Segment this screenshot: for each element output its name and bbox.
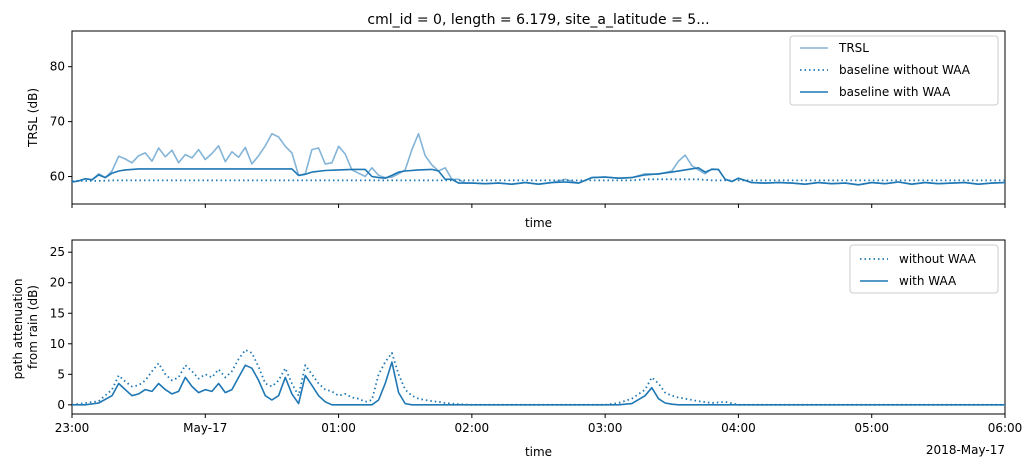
y-axis-label-line-1: path attenuation bbox=[11, 279, 25, 380]
legend-label-trsl: TRSL bbox=[838, 41, 869, 55]
top-legend-box bbox=[789, 35, 999, 106]
bottom-panel-series bbox=[72, 349, 1005, 406]
top-panel-ticks: 60 70 80 bbox=[50, 60, 1006, 208]
bottom-panel: time path attenuation from rain (dB) 201… bbox=[11, 239, 1023, 459]
legend-label-baseline-without-waa: baseline without WAA bbox=[839, 63, 971, 77]
bottom-panel-y-axis-label: path attenuation from rain (dB) bbox=[11, 275, 40, 380]
legend-label-without-waa: without WAA bbox=[899, 252, 977, 266]
bottom-y-tick-label: 15 bbox=[50, 306, 65, 320]
top-panel: cml_id = 0, length = 6.179, site_a_latit… bbox=[26, 12, 1006, 230]
bottom-y-tick-label: 10 bbox=[50, 337, 65, 351]
legend-label-with-waa: with WAA bbox=[899, 274, 957, 288]
bottom-x-tick-label: 01:00 bbox=[321, 421, 356, 435]
series-line-trsl bbox=[72, 132, 1005, 186]
bottom-panel-ticks: 0 5 10 15 20 25 23:00 May-17 01:00 02:00 03:00 04:0… bbox=[50, 245, 1023, 435]
y-axis-label-line-2: from rain (dB) bbox=[26, 285, 40, 369]
bottom-x-tick-label: 05:00 bbox=[854, 421, 889, 435]
bottom-y-tick-label: 25 bbox=[50, 245, 65, 259]
legend-label-baseline-with-waa: baseline with WAA bbox=[839, 85, 951, 99]
bottom-x-tick-label: May-17 bbox=[183, 421, 227, 435]
top-y-tick-label: 60 bbox=[50, 170, 65, 184]
bottom-x-tick-label: 23:00 bbox=[55, 421, 90, 435]
series-line-baseline-with-waa bbox=[72, 167, 1005, 186]
bottom-y-tick-label: 0 bbox=[57, 398, 65, 412]
top-panel-title: cml_id = 0, length = 6.179, site_a_latit… bbox=[367, 12, 709, 28]
top-panel-frame bbox=[71, 30, 1006, 205]
series-line-baseline-without-waa bbox=[72, 178, 1005, 182]
series-line-with-waa bbox=[72, 361, 1005, 406]
top-y-tick-label: 80 bbox=[50, 60, 65, 74]
top-panel-y-axis-label: TRSL (dB) bbox=[26, 88, 40, 148]
bottom-y-tick-label: 20 bbox=[50, 276, 65, 290]
top-y-tick-label: 70 bbox=[50, 115, 65, 129]
bottom-y-tick-label: 5 bbox=[57, 367, 65, 381]
bottom-x-tick-label: 02:00 bbox=[455, 421, 490, 435]
bottom-panel-x-axis-label: time bbox=[525, 445, 552, 459]
bottom-panel-legend: without WAA with WAA bbox=[849, 244, 999, 294]
bottom-x-tick-label: 06:00 bbox=[988, 421, 1023, 435]
top-panel-legend: TRSL baseline without WAA baseline with … bbox=[789, 35, 999, 106]
bottom-panel-frame bbox=[71, 239, 1006, 415]
x-axis-offset-label: 2018-May-17 bbox=[926, 443, 1005, 457]
bottom-x-tick-label: 04:00 bbox=[721, 421, 756, 435]
top-panel-x-axis-label: time bbox=[525, 216, 552, 230]
bottom-x-tick-label: 03:00 bbox=[588, 421, 623, 435]
top-panel-series bbox=[72, 132, 1005, 186]
series-line-without-waa bbox=[72, 349, 1005, 406]
